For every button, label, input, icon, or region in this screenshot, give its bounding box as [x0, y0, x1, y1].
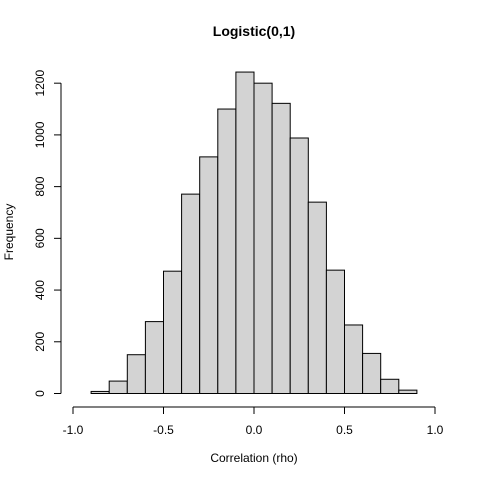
histogram-bar: [235, 71, 255, 394]
x-tick-label: 0.0: [246, 423, 263, 437]
histogram-bar: [325, 269, 345, 394]
histogram-bar: [289, 137, 309, 394]
y-tick-label: 200: [33, 331, 47, 351]
y-tick-label: 400: [33, 280, 47, 300]
y-tick-label: 1200: [33, 70, 47, 97]
histogram-bar: [163, 270, 183, 394]
chart-title: Logistic(0,1): [213, 23, 295, 39]
histogram-bars: [90, 71, 418, 395]
x-tick-label: -1.0: [63, 423, 84, 437]
x-axis: -1.0 -0.5 0.0 0.5 1.0: [63, 406, 444, 437]
x-axis-label: Correlation (rho): [210, 451, 297, 465]
y-tick-label: 800: [33, 176, 47, 196]
y-axis: 0 200 400 600 800 1000 1200: [33, 70, 62, 397]
y-axis-label: Frequency: [2, 204, 16, 261]
histogram-bar: [199, 156, 219, 394]
y-tick-label: 600: [33, 228, 47, 248]
histogram-bar: [362, 352, 382, 394]
histogram-bar: [217, 108, 237, 394]
histogram-bar: [90, 390, 110, 395]
y-tick-label: 0: [33, 390, 47, 397]
histogram-bar: [344, 324, 364, 395]
histogram-bar: [108, 380, 128, 394]
histogram-bar: [144, 321, 164, 394]
x-tick-label: -0.5: [153, 423, 174, 437]
y-tick-label: 1000: [33, 121, 47, 148]
histogram-bar: [253, 82, 273, 395]
x-tick-label: 1.0: [427, 423, 444, 437]
histogram-bar: [126, 354, 146, 394]
histogram-bar: [380, 378, 400, 395]
histogram-bar: [271, 102, 291, 394]
histogram-bar: [398, 389, 418, 395]
histogram-bar: [181, 193, 201, 394]
x-tick-label: 0.5: [336, 423, 353, 437]
histogram-bar: [307, 201, 327, 394]
